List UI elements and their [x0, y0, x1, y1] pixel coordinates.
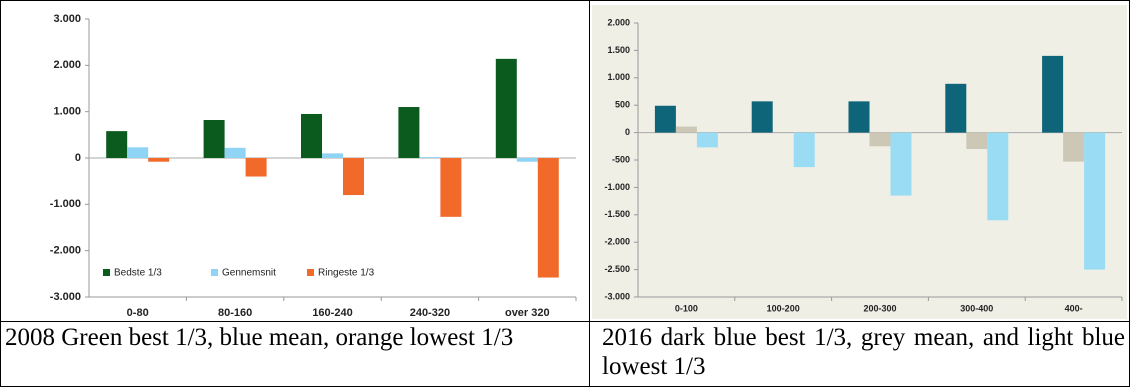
x-tick-label: 300-400: [960, 303, 993, 313]
bar: [245, 158, 267, 177]
chart: -3.000 -2.000 -1.000 0 1.000 2.000 3.000 0-80 80…: [50, 13, 577, 319]
bar: [516, 158, 538, 162]
x-tick-label: 400-: [1065, 303, 1083, 313]
y-tick-label: 0: [625, 127, 630, 137]
caption: 2008 Green best 1/3, blue mean, orange l…: [5, 324, 514, 351]
bar: [1042, 55, 1064, 133]
y-tick-label: -3.000: [50, 291, 81, 303]
bar: [987, 132, 1009, 221]
x-tick-label: over 320: [505, 307, 550, 319]
legend-label: Bedste 1/3: [114, 268, 162, 279]
x-tick-label: 200-300: [863, 303, 896, 313]
bar: [848, 101, 870, 133]
legend-label: Gennemsnit: [222, 268, 276, 279]
bar: [1063, 132, 1085, 162]
y-tick-label: -1.500: [604, 209, 630, 219]
y-tick-label: 0: [75, 152, 81, 164]
x-tick-label: 240-320: [410, 307, 450, 319]
y-tick-label: -2.000: [50, 245, 81, 257]
y-tick-label: 2.000: [53, 59, 81, 71]
bar: [751, 101, 773, 133]
bar: [322, 153, 343, 158]
y-tick-label: 3.000: [53, 13, 81, 25]
bar: [203, 120, 225, 158]
right-cell: -3.000 -2.500 -2.000 -1.500 -1.000 -500 0 500 1.…: [590, 1, 1129, 386]
bar: [106, 131, 128, 158]
legend-swatch: [211, 269, 218, 276]
legend-swatch: [307, 269, 314, 276]
x-tick-label: 0-80: [127, 307, 149, 319]
bar: [1084, 132, 1106, 270]
x-tick-label: 80-160: [218, 307, 252, 319]
bar: [696, 132, 718, 148]
bar: [148, 158, 170, 162]
bar: [495, 58, 517, 159]
bar: [343, 158, 364, 196]
x-tick-label: 0-100: [675, 303, 698, 313]
chart: -3.000 -2.500 -2.000 -1.500 -1.000 -500 0 500 1.…: [592, 5, 1127, 319]
bar: [301, 113, 322, 158]
legend-label: Ringeste 1/3: [318, 268, 375, 279]
y-tick-label: -2.000: [604, 237, 630, 247]
bar: [945, 83, 967, 133]
y-tick-label: -3.000: [604, 291, 630, 301]
x-tick-label: 160-240: [312, 307, 352, 319]
y-tick-label: 1.000: [53, 106, 81, 118]
bar: [966, 132, 988, 150]
plot-background: [592, 5, 1127, 319]
bar: [675, 126, 697, 133]
y-tick-label: -2.500: [604, 264, 630, 274]
bar: [419, 157, 441, 158]
bar: [224, 147, 246, 158]
bar: [537, 158, 559, 278]
bar: [398, 107, 420, 158]
y-tick-label: 1.000: [607, 72, 630, 82]
y-tick-label: -1.000: [50, 198, 81, 210]
bar: [440, 158, 462, 217]
bar: [890, 132, 912, 196]
left-cell: -3.000 -2.000 -1.000 0 1.000 2.000 3.000 0-80 80…: [1, 1, 590, 386]
y-tick-label: 2.000: [607, 17, 630, 27]
bar: [127, 147, 149, 158]
y-tick-label: -1.000: [604, 182, 630, 192]
y-tick-label: -500: [612, 154, 630, 164]
y-tick-label: 1.500: [607, 45, 630, 55]
bar: [869, 132, 891, 147]
x-tick-label: 100-200: [767, 303, 800, 313]
bar: [793, 132, 815, 168]
y-tick-label: 500: [615, 100, 630, 110]
legend-swatch: [103, 269, 110, 276]
bar: [654, 105, 676, 133]
caption: 2016 dark blue best 1/3, grey mean, and …: [602, 324, 1125, 380]
